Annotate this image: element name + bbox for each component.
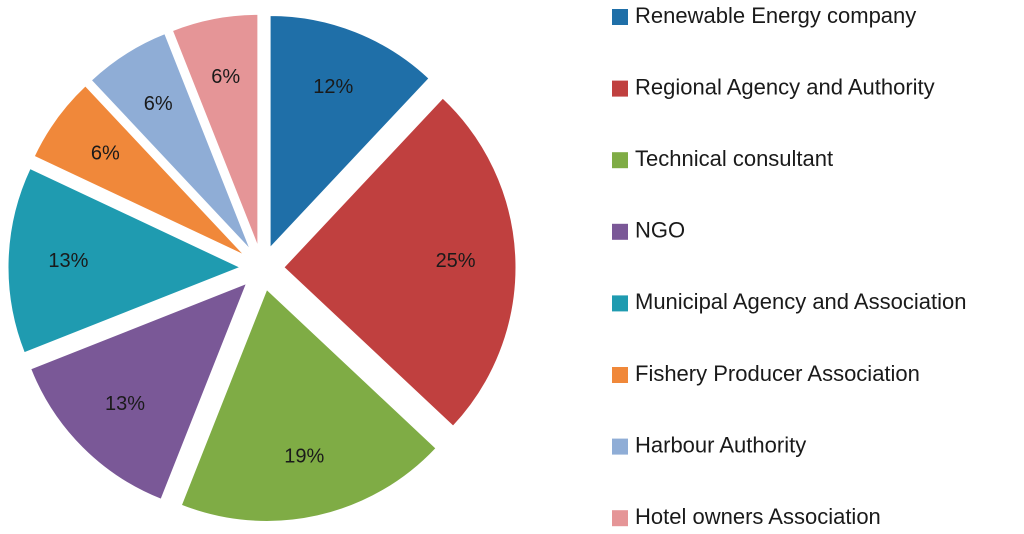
data-label: 6% [144, 93, 173, 115]
data-label: 13% [105, 393, 145, 415]
legend-swatch [612, 295, 628, 312]
legend-swatch [612, 152, 628, 169]
data-label: 12% [313, 76, 353, 98]
pie-slice [283, 97, 517, 427]
pie-slice [33, 85, 245, 256]
legend-swatch [612, 510, 628, 527]
pie-slice [180, 288, 437, 522]
legend-swatch [612, 223, 628, 240]
legend-label: Renewable Energy company [635, 3, 916, 28]
pie-slice [30, 282, 248, 500]
legend-label: Fishery Producer Association [635, 361, 920, 386]
legend-swatch [612, 438, 628, 455]
legend-label: Municipal Agency and Association [635, 289, 966, 314]
pie-slice [90, 33, 251, 250]
pie-slice [171, 13, 259, 247]
legend-label: Technical consultant [635, 146, 833, 171]
legend-label: Harbour Authority [635, 432, 806, 457]
data-label: 6% [91, 142, 120, 164]
legend-label: NGO [635, 218, 685, 243]
data-label: 13% [48, 250, 88, 272]
data-label: 19% [284, 445, 324, 467]
pie-slice [269, 15, 430, 249]
legend-label: Hotel owners Association [635, 504, 881, 529]
legend-swatch [612, 9, 628, 25]
legend-swatch [612, 80, 628, 97]
data-label: 6% [211, 66, 240, 88]
legend-label: Regional Agency and Authority [635, 74, 935, 99]
legend-swatch [612, 367, 628, 383]
data-label: 25% [436, 250, 476, 272]
pie-slice [7, 167, 242, 354]
